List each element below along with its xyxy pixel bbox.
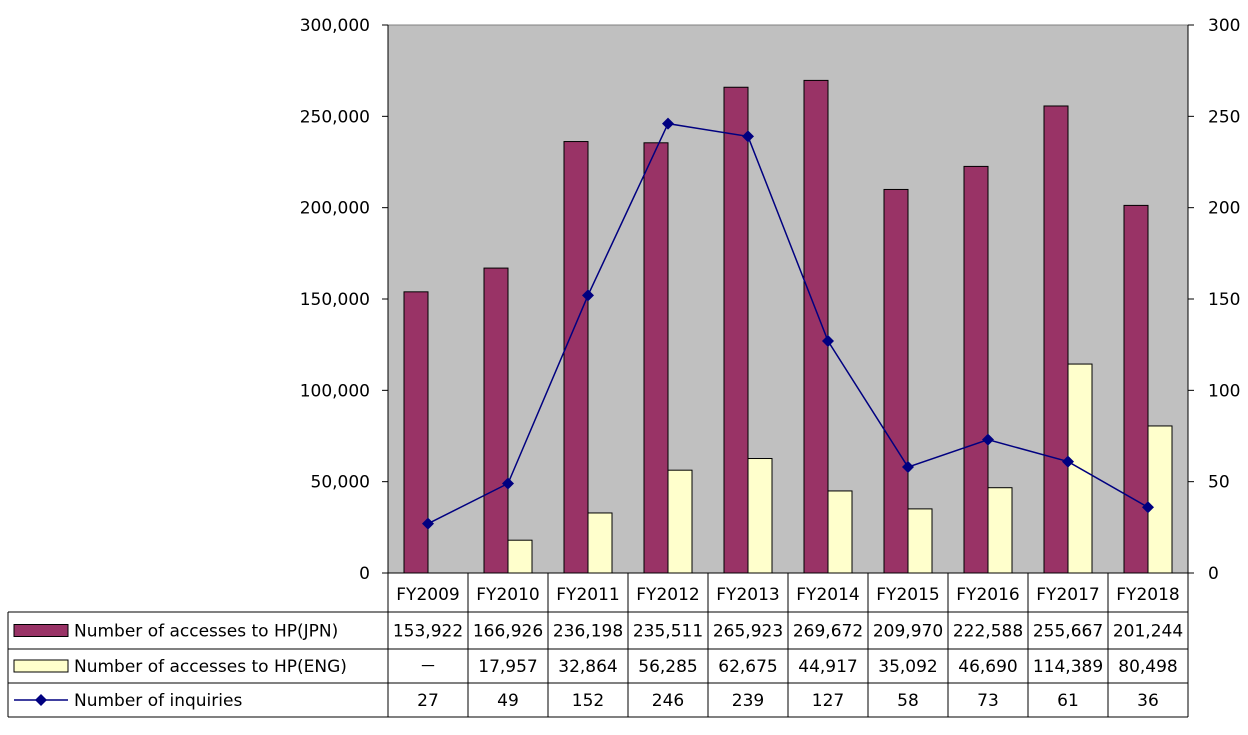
bar-jpn bbox=[724, 87, 748, 573]
left-tick-label: 250,000 bbox=[300, 107, 370, 127]
table-cell: 46,690 bbox=[958, 657, 1017, 677]
table-cell: 236,198 bbox=[553, 622, 623, 642]
table-cell: 152 bbox=[572, 691, 604, 711]
table-cell: 222,588 bbox=[953, 622, 1023, 642]
left-tick-label: 150,000 bbox=[300, 290, 370, 310]
table-cell: 239 bbox=[732, 691, 764, 711]
bar-eng bbox=[1148, 426, 1172, 573]
right-tick-label: 100 bbox=[1208, 381, 1240, 401]
right-tick-label: 250 bbox=[1208, 107, 1240, 127]
table-cell: 265,923 bbox=[713, 622, 783, 642]
bar-jpn bbox=[964, 166, 988, 573]
table-cell: 209,970 bbox=[873, 622, 943, 642]
table-cell: 44,917 bbox=[798, 657, 857, 677]
right-tick-label: 150 bbox=[1208, 290, 1240, 310]
bar-jpn bbox=[1124, 205, 1148, 573]
table-cell: 35,092 bbox=[878, 657, 937, 677]
table-cell: 114,389 bbox=[1033, 657, 1103, 677]
table-cell: 27 bbox=[417, 691, 439, 711]
bar-jpn bbox=[1044, 106, 1068, 573]
bar-jpn bbox=[884, 189, 908, 573]
bar-eng bbox=[668, 470, 692, 573]
table-cell: 17,957 bbox=[478, 657, 537, 677]
left-tick-label: 300,000 bbox=[300, 16, 370, 36]
bar-eng bbox=[748, 459, 772, 573]
table-cell: 49 bbox=[497, 691, 519, 711]
category-label: FY2014 bbox=[796, 585, 859, 605]
table-cell: 269,672 bbox=[793, 622, 863, 642]
legend-label: Number of accesses to HP(ENG) bbox=[74, 657, 347, 677]
category-label: FY2016 bbox=[956, 585, 1019, 605]
right-tick-label: 0 bbox=[1208, 564, 1219, 584]
table-cell: 58 bbox=[897, 691, 919, 711]
legend-key bbox=[14, 625, 68, 637]
bar-eng bbox=[828, 491, 852, 573]
right-tick-label: 200 bbox=[1208, 199, 1240, 219]
bar-eng bbox=[988, 488, 1012, 573]
category-label: FY2009 bbox=[396, 585, 459, 605]
table-cell: 62,675 bbox=[718, 657, 777, 677]
bar-jpn bbox=[644, 143, 668, 573]
bar-jpn bbox=[404, 292, 428, 573]
category-label: FY2018 bbox=[1116, 585, 1179, 605]
right-tick-label: 50 bbox=[1208, 473, 1230, 493]
table-cell: 235,511 bbox=[633, 622, 703, 642]
left-tick-label: 50,000 bbox=[311, 473, 370, 493]
table-cell: 166,926 bbox=[473, 622, 543, 642]
category-label: FY2015 bbox=[876, 585, 939, 605]
bar-jpn bbox=[484, 268, 508, 573]
category-label: FY2012 bbox=[636, 585, 699, 605]
table-cell: 80,498 bbox=[1118, 657, 1177, 677]
bar-eng bbox=[588, 513, 612, 573]
table-cell: 73 bbox=[977, 691, 999, 711]
category-label: FY2011 bbox=[556, 585, 619, 605]
table-cell: 32,864 bbox=[558, 657, 617, 677]
table-cell: 153,922 bbox=[393, 622, 463, 642]
category-label: FY2010 bbox=[476, 585, 539, 605]
bar-jpn bbox=[564, 142, 588, 573]
bar-jpn bbox=[804, 80, 828, 573]
legend-label: Number of inquiries bbox=[74, 691, 242, 711]
bar-eng bbox=[508, 540, 532, 573]
table-cell: 255,667 bbox=[1033, 622, 1103, 642]
left-tick-label: 200,000 bbox=[300, 199, 370, 219]
left-tick-label: 0 bbox=[359, 564, 370, 584]
left-tick-label: 100,000 bbox=[300, 381, 370, 401]
table-cell: － bbox=[420, 657, 437, 677]
legend-label: Number of accesses to HP(JPN) bbox=[74, 622, 338, 642]
category-label: FY2017 bbox=[1036, 585, 1099, 605]
table-cell: 201,244 bbox=[1113, 622, 1183, 642]
right-tick-label: 300 bbox=[1208, 16, 1240, 36]
legend-key bbox=[14, 660, 68, 672]
table-cell: 56,285 bbox=[638, 657, 697, 677]
table-cell: 246 bbox=[652, 691, 684, 711]
table-cell: 127 bbox=[812, 691, 844, 711]
table-cell: 36 bbox=[1137, 691, 1159, 711]
legend-key-marker bbox=[35, 694, 47, 706]
category-label: FY2013 bbox=[716, 585, 779, 605]
bar-eng bbox=[908, 509, 932, 573]
table-cell: 61 bbox=[1057, 691, 1079, 711]
